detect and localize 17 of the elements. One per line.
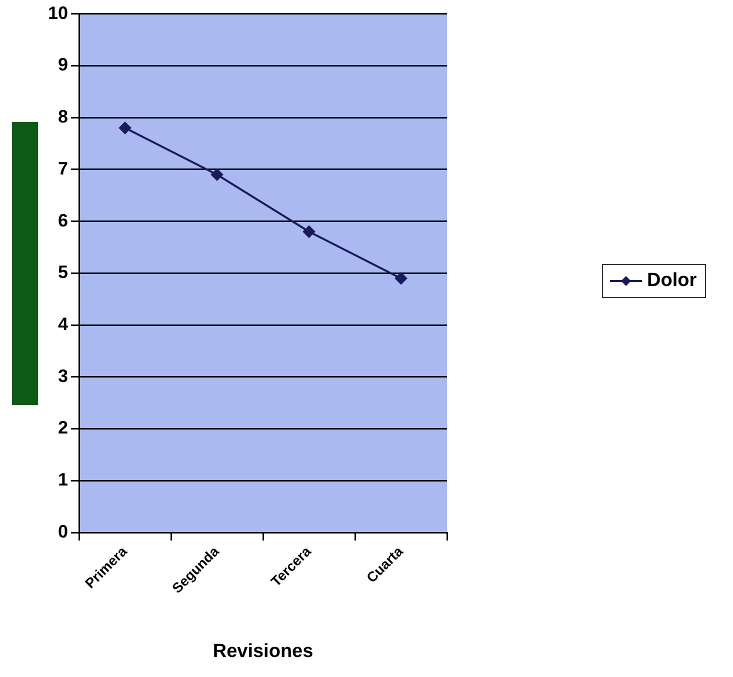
y-tick-label: 1 xyxy=(58,470,68,490)
x-axis-title: Revisiones xyxy=(212,640,314,662)
y-tick-label: 3 xyxy=(58,366,68,386)
y-tick-label: 6 xyxy=(58,210,68,230)
y-tick-label: 0 xyxy=(58,521,68,542)
legend-label: Dolor xyxy=(647,270,697,292)
point xyxy=(119,122,132,134)
point xyxy=(211,168,224,181)
point xyxy=(303,226,316,238)
y-tick-label: 2 xyxy=(58,418,68,438)
y-tick-label: 10 xyxy=(48,2,68,23)
y-tick-label: 4 xyxy=(58,314,68,334)
y-tick-label: 8 xyxy=(58,106,68,127)
y-tick-label: 7 xyxy=(58,158,68,178)
y-tick-label: 5 xyxy=(58,262,68,282)
point xyxy=(395,272,408,284)
y-tick-label: 9 xyxy=(58,54,68,75)
